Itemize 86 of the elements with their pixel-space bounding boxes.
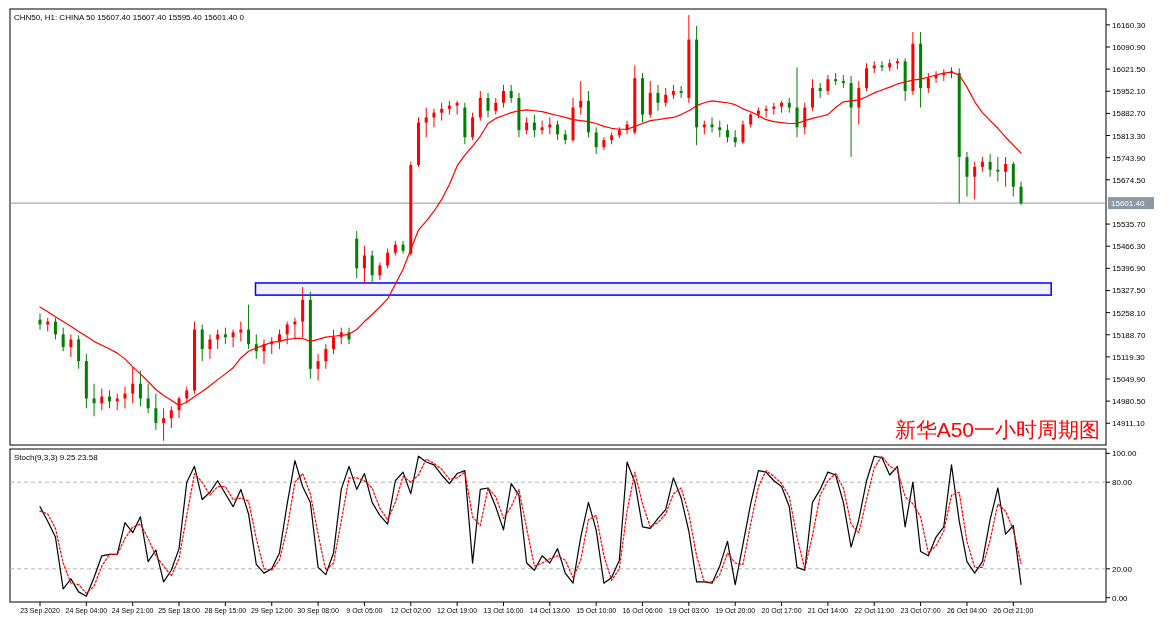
y-tick-label: 15119.30 xyxy=(1112,352,1146,362)
candlestick xyxy=(679,85,683,99)
y-tick-label: 15535.70 xyxy=(1112,220,1146,230)
candlestick xyxy=(316,353,320,382)
candlestick xyxy=(664,87,668,108)
y-tick-label: 15258.10 xyxy=(1112,308,1146,318)
candlestick xyxy=(301,286,305,338)
candlestick xyxy=(146,383,150,414)
candlestick xyxy=(324,343,328,370)
candlestick xyxy=(826,74,830,96)
annotation: 新华A50一小时周期图 xyxy=(894,418,1100,441)
text: CHN50, H1: CHINA 50 15607.40 15607.40 15595.40 15601.40 0 xyxy=(14,13,245,22)
candlestick xyxy=(579,80,583,116)
candlestick xyxy=(69,333,73,358)
candlestick xyxy=(61,327,65,352)
candlestick xyxy=(1011,161,1015,198)
candlestick xyxy=(973,161,977,200)
candlestick xyxy=(602,136,606,151)
candlestick xyxy=(231,329,235,348)
y-tick-label: 16090.90 xyxy=(1112,42,1146,52)
y-tick-label: 15188.70 xyxy=(1112,330,1146,340)
candlestick xyxy=(401,240,405,255)
candlestick xyxy=(1019,181,1023,206)
candlestick xyxy=(277,329,281,350)
candlestick xyxy=(131,366,135,404)
y-tick-label: 15466.30 xyxy=(1112,242,1146,252)
candlestick xyxy=(285,321,289,345)
candlestick xyxy=(965,151,969,198)
candlestick xyxy=(162,407,166,442)
candlestick xyxy=(594,126,598,155)
y-tick-label: 14980.50 xyxy=(1112,397,1146,407)
candlestick xyxy=(501,84,505,109)
candlestick xyxy=(471,112,475,141)
candlestick xyxy=(803,102,807,135)
y-tick-label: 16160.30 xyxy=(1112,20,1146,30)
candlestick xyxy=(53,317,57,340)
y-tick-label: 14911.10 xyxy=(1112,419,1146,429)
candlestick xyxy=(424,107,428,138)
candlestick xyxy=(656,84,660,112)
y-tick-label: 15049.90 xyxy=(1112,375,1146,385)
text: Stoch(9,3,3) 9.25 23.58 xyxy=(14,453,99,462)
candlestick xyxy=(478,90,482,122)
candlestick xyxy=(386,248,390,269)
candlestick xyxy=(100,388,104,411)
candlestick xyxy=(362,245,366,284)
candlestick xyxy=(865,62,869,92)
y-tick-label: 15396.90 xyxy=(1112,264,1146,274)
candlestick xyxy=(208,333,212,360)
y-tick-label: 15882.70 xyxy=(1112,109,1146,119)
candlestick xyxy=(532,114,536,138)
y-tick-label: 15813.30 xyxy=(1112,131,1146,141)
candlestick xyxy=(92,383,96,417)
y-tick-label: 15743.90 xyxy=(1112,153,1146,163)
candlestick xyxy=(138,370,142,407)
candlestick xyxy=(810,78,814,112)
y-tick-label: 15674.50 xyxy=(1112,175,1146,185)
candlestick xyxy=(648,80,652,118)
y-tick-label: 16021.50 xyxy=(1112,65,1146,75)
candlestick xyxy=(332,329,336,355)
candlestick xyxy=(370,250,374,284)
candlestick xyxy=(216,329,220,350)
candlestick xyxy=(556,120,560,141)
candlestick xyxy=(741,120,745,145)
candlestick xyxy=(169,405,173,429)
candlestick xyxy=(710,116,714,133)
y-tick-label: 15952.10 xyxy=(1112,87,1146,97)
y-tick-label: 0.00 xyxy=(1112,593,1129,603)
candlestick xyxy=(247,304,251,350)
candlestick xyxy=(77,334,81,370)
candlestick xyxy=(455,100,459,116)
candlestick xyxy=(200,323,204,362)
y-tick-label: 100.00 xyxy=(1112,449,1138,459)
ref-line-label: 15601.40 xyxy=(1111,199,1145,209)
candlestick xyxy=(486,92,490,118)
candlestick xyxy=(1004,156,1008,188)
y-tick-label: 80.00 xyxy=(1112,478,1133,488)
candlestick xyxy=(988,153,992,178)
candlestick xyxy=(996,156,1000,183)
candlestick xyxy=(857,80,861,125)
y-tick-label: 20.00 xyxy=(1112,564,1133,574)
candlestick xyxy=(764,105,768,118)
candlestick xyxy=(154,393,158,431)
candlestick xyxy=(540,120,544,135)
candlestick xyxy=(795,66,799,138)
candlestick xyxy=(880,60,884,72)
y-tick-label: 15327.50 xyxy=(1112,286,1146,296)
